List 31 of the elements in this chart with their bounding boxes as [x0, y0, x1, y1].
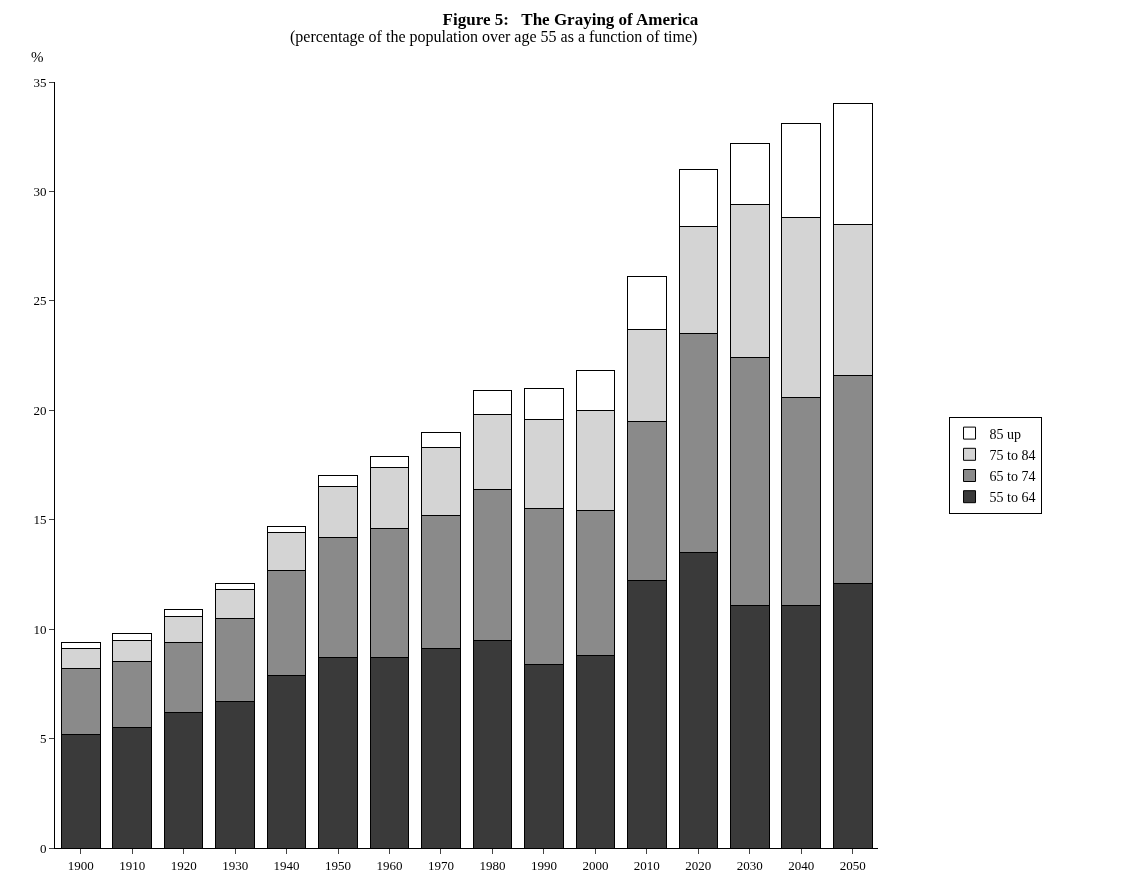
y-tick-label: 5 — [39, 731, 47, 747]
y-tick-label: 0 — [39, 840, 47, 856]
x-tick-label: 1900 — [67, 857, 94, 873]
chart-subtitle: (percentage of the population over age 55 as a function of time) — [290, 28, 698, 46]
legend-label: 85 up — [989, 426, 1022, 442]
legend-label: 55 to 64 — [989, 490, 1036, 506]
x-tick-label: 1950 — [325, 857, 352, 873]
x-tick-label: 1970 — [427, 857, 454, 873]
y-axis-title: % — [31, 49, 44, 65]
legend-label: 75 to 84 — [989, 447, 1036, 463]
x-tick-label: 1940 — [273, 857, 300, 873]
x-tick-label: 2030 — [736, 857, 763, 873]
x-tick-label: 1990 — [530, 857, 557, 873]
x-tick-label: 2000 — [582, 857, 609, 873]
y-tick-label: 30 — [33, 183, 47, 199]
x-tick-label: 2040 — [788, 857, 815, 873]
x-tick-label: 1920 — [170, 857, 197, 873]
legend-label: 65 to 74 — [989, 468, 1036, 484]
x-tick-label: 2050 — [839, 857, 866, 873]
y-tick-label: 15 — [33, 512, 47, 528]
x-tick-label: 1960 — [376, 857, 403, 873]
y-tick-label: 20 — [33, 402, 47, 418]
y-tick-label: 35 — [33, 74, 47, 90]
chart-title: Figure 5: The Graying of America — [442, 10, 699, 30]
x-tick-label: 1930 — [222, 857, 249, 873]
x-tick-label: 2020 — [685, 857, 712, 873]
y-tick-label: 10 — [33, 621, 47, 637]
x-tick-label: 1910 — [119, 857, 146, 873]
x-tick-label: 2010 — [633, 857, 660, 873]
x-tick-label: 1980 — [479, 857, 506, 873]
y-tick-label: 25 — [33, 293, 47, 309]
